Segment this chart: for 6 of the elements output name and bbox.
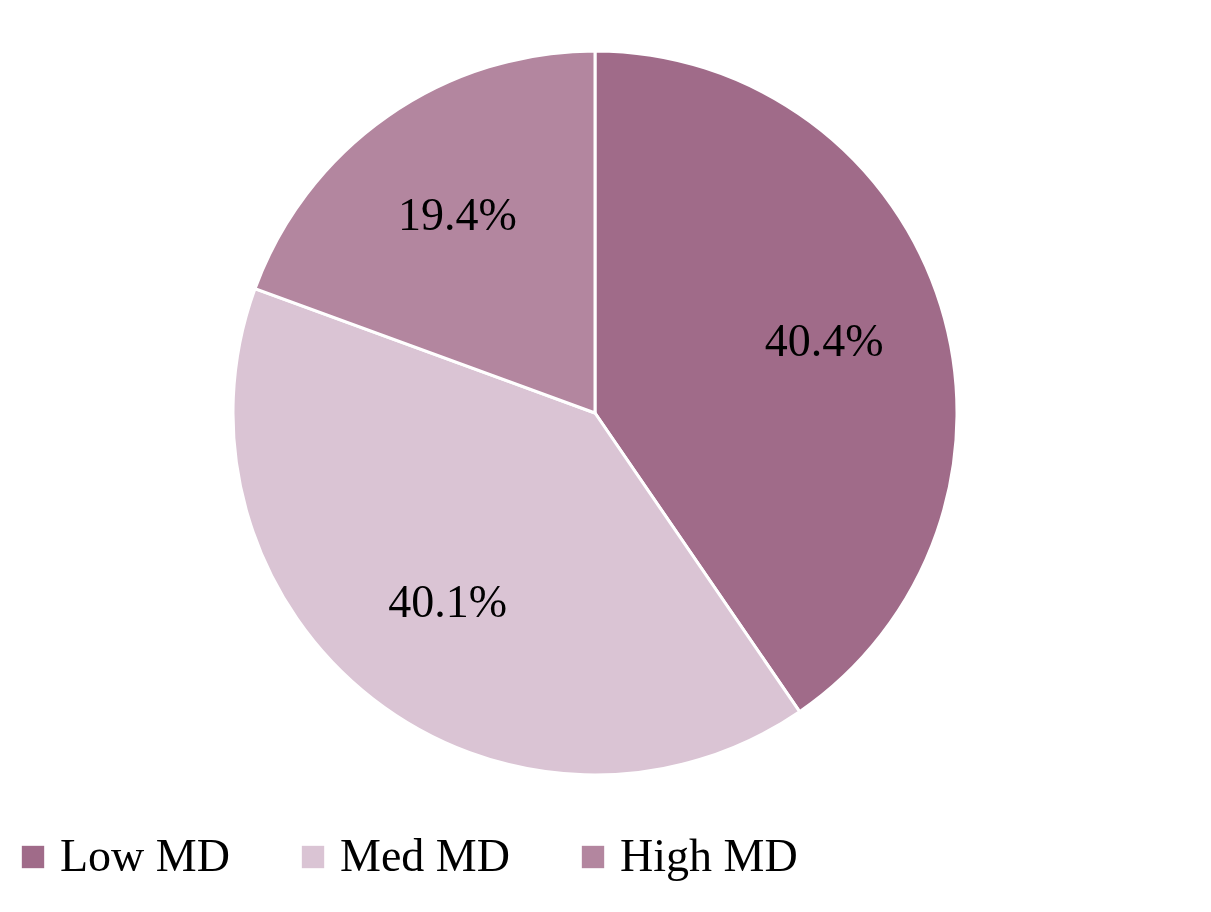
legend-label: High MD	[620, 830, 798, 881]
data-label: 40.1%	[388, 575, 508, 627]
legend-label: Low MD	[60, 830, 230, 881]
data-label: 19.4%	[398, 189, 517, 241]
legend-label: Med MD	[340, 830, 510, 881]
data-label: 40.4%	[764, 315, 884, 366]
